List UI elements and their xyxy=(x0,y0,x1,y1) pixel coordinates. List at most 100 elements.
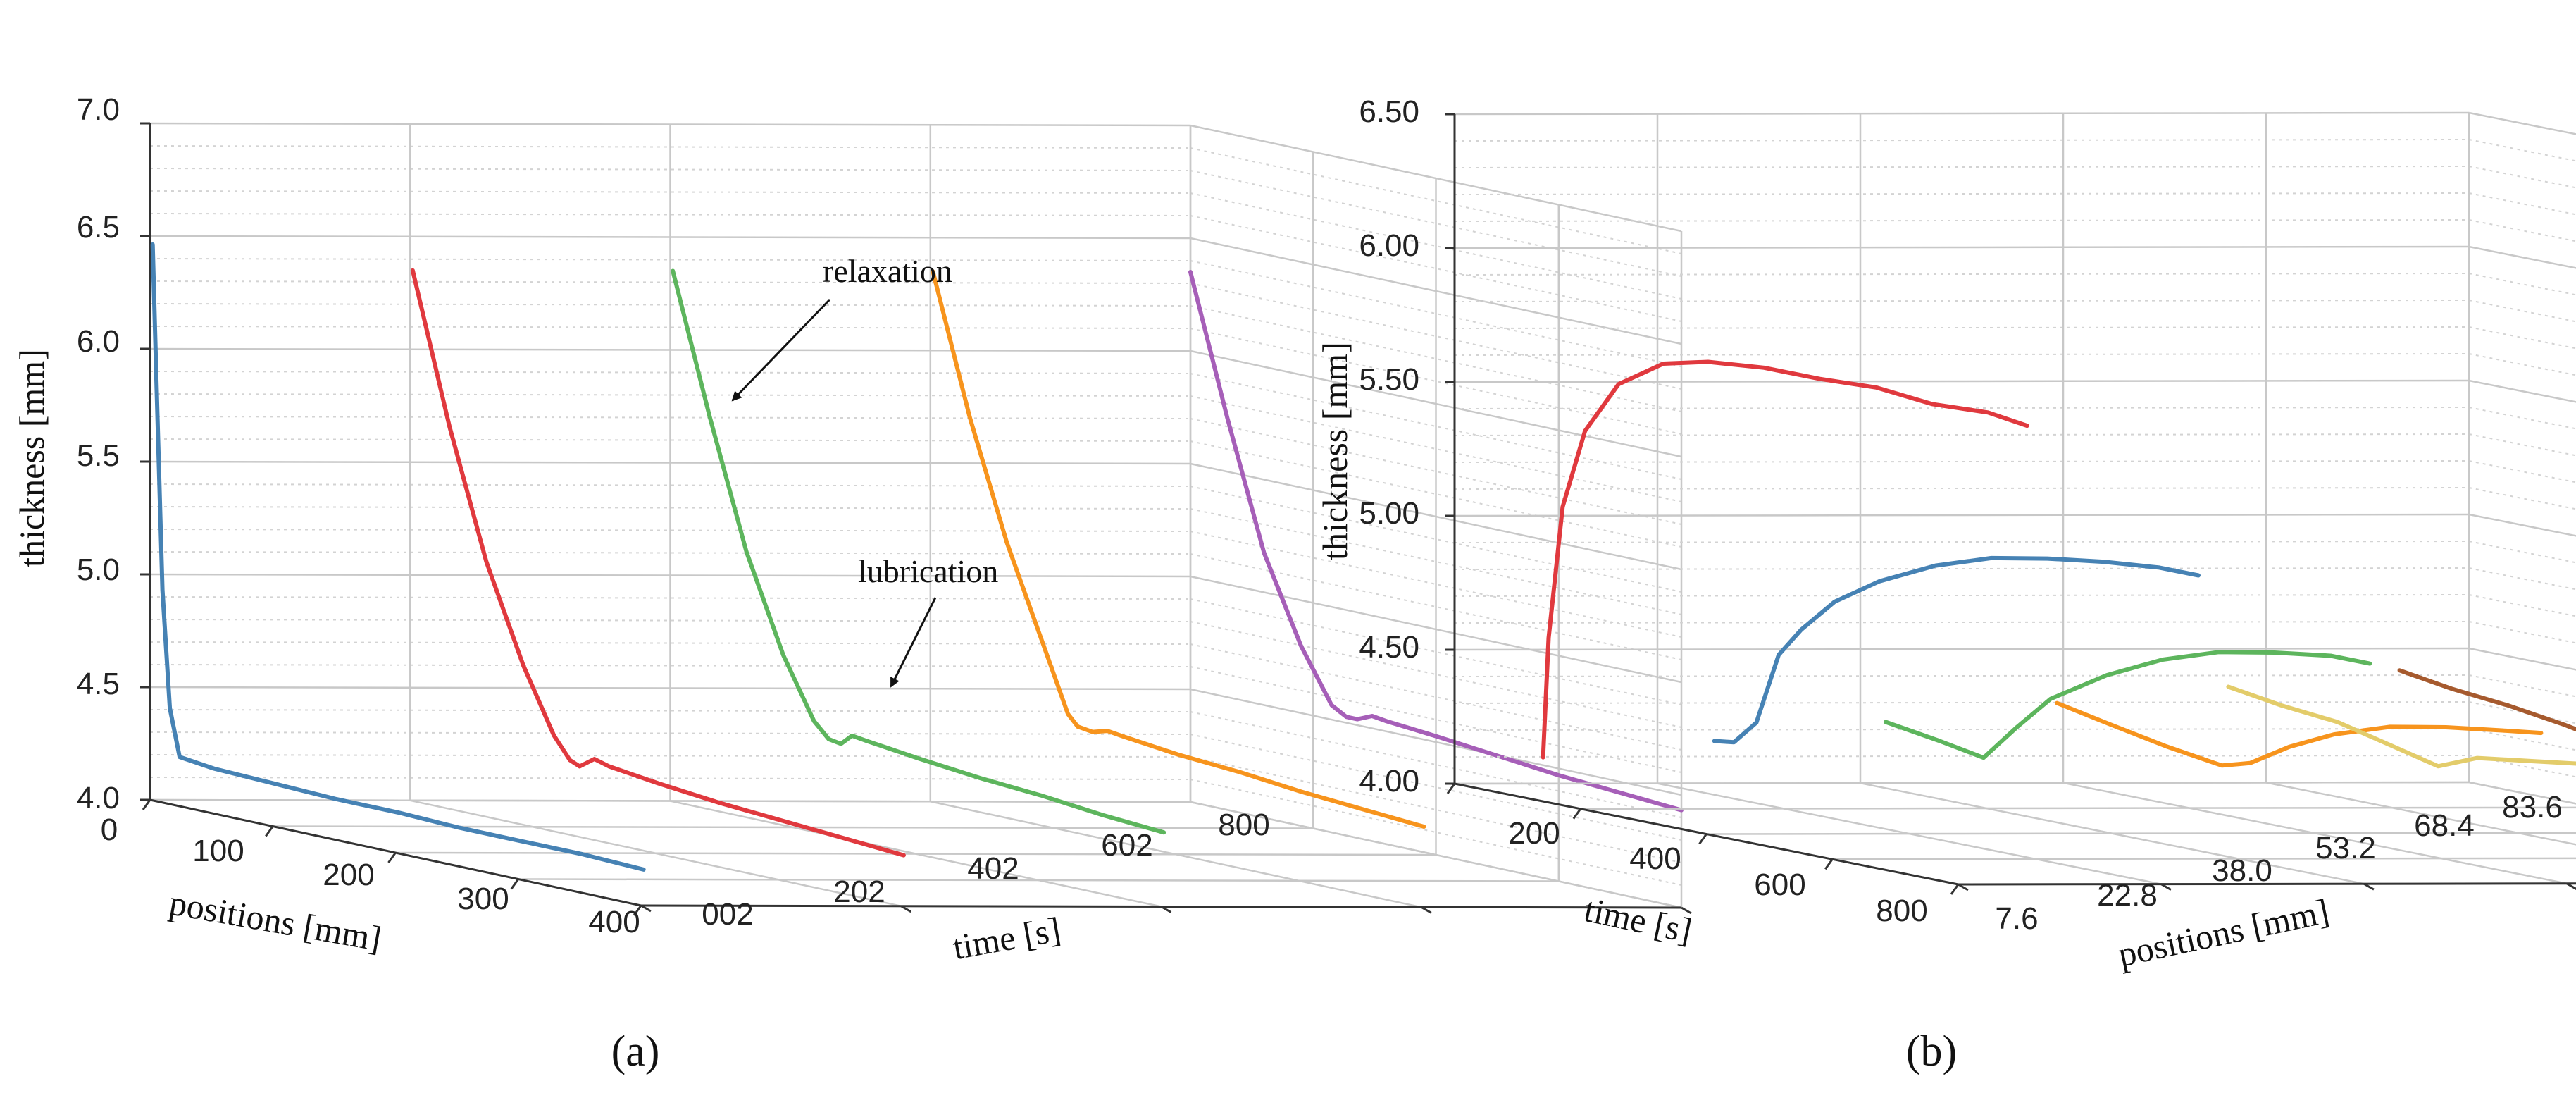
panel-a-grid xyxy=(149,122,1683,909)
grid-line xyxy=(149,371,1191,374)
grid-line xyxy=(1454,487,2470,490)
grid-line xyxy=(1454,166,2470,168)
grid-line xyxy=(1657,782,2162,885)
b-ytick-label: 7.6 xyxy=(1995,901,2038,936)
grid-line xyxy=(1454,300,2470,302)
b-xtick-label: 200 xyxy=(1508,816,1560,851)
grid-line xyxy=(149,145,1191,149)
v-tick xyxy=(2566,882,2576,890)
grid-line xyxy=(1454,781,2470,785)
grid-line xyxy=(1454,379,2470,383)
annotation-relaxation-arrow xyxy=(731,298,831,402)
v-tick xyxy=(1421,906,1432,914)
grid-line xyxy=(2468,166,2576,189)
u-tick xyxy=(510,878,520,890)
a-ztick-label: 4.0 xyxy=(77,781,120,815)
b-xtick-label: 600 xyxy=(1754,868,1805,902)
grid-line xyxy=(149,190,1191,194)
grid-line xyxy=(1860,782,2365,885)
a-ytick-label: 602 xyxy=(1101,828,1152,863)
series-line-6 xyxy=(2397,668,2576,732)
grid-line xyxy=(1190,801,1682,909)
grid-line xyxy=(1832,857,2576,860)
grid-line xyxy=(1706,832,2576,835)
panel-a-xticks: 0 100 200 300 400 xyxy=(101,813,640,939)
grid-line xyxy=(2468,513,2576,537)
u-tick xyxy=(1824,858,1834,870)
grid-line xyxy=(2468,192,2576,216)
grid-line xyxy=(149,258,1191,261)
grid-line xyxy=(1454,755,2470,758)
grid-line xyxy=(1454,219,2470,222)
a-ztick-label: 5.5 xyxy=(77,438,120,473)
grid-line xyxy=(149,303,1191,307)
grid-line xyxy=(2468,407,2576,430)
grid-line xyxy=(149,664,1191,667)
grid-line xyxy=(1454,513,2470,517)
panel-b-zticks: 4.00 4.50 5.00 5.50 6.00 6.50 xyxy=(1359,94,1419,798)
a-ztick-label: 4.5 xyxy=(77,667,120,701)
u-tick xyxy=(387,852,397,863)
grid-line xyxy=(2468,460,2576,483)
grid-line xyxy=(149,596,1191,600)
grid-line xyxy=(2468,219,2576,242)
grid-line xyxy=(2468,621,2576,644)
u-tick xyxy=(1572,808,1582,820)
grid-line xyxy=(149,619,1191,622)
annotation-lubrication: lubrication xyxy=(858,553,998,589)
grid-line xyxy=(1454,192,2470,195)
b-xtick-label: 800 xyxy=(1876,894,1927,928)
panel-b-yticks: 7.6 22.8 38.0 53.2 68.4 83.6 xyxy=(1995,790,2562,936)
u-tick xyxy=(265,825,274,837)
panel-b-axes xyxy=(1445,113,2576,895)
grid-line xyxy=(1580,806,2576,810)
grid-line xyxy=(149,551,1191,555)
panel-b-label: (b) xyxy=(1906,1027,1957,1075)
grid-line xyxy=(2468,273,2576,296)
panel-b: 4.00 4.50 5.00 5.50 6.00 6.50 200 400 60… xyxy=(1315,94,2576,1075)
series-line-4 xyxy=(2055,700,2544,768)
grid-line xyxy=(149,641,1191,645)
grid-line xyxy=(2468,755,2576,778)
a-xtick-label: 100 xyxy=(192,834,244,868)
grid-line xyxy=(2468,728,2576,751)
b-xtick-label: 400 xyxy=(1629,841,1681,876)
series-line-4 xyxy=(931,269,1426,829)
b-ytick-label: 68.4 xyxy=(2414,808,2475,843)
grid-line xyxy=(2468,353,2576,376)
grid-line xyxy=(1454,111,2470,116)
b-ztick-label: 4.00 xyxy=(1359,764,1419,798)
grid-line xyxy=(2468,245,2576,269)
a-xtick-label: 300 xyxy=(457,882,509,916)
grid-line xyxy=(1454,567,2470,570)
a-ytick-label: 002 xyxy=(702,897,753,932)
v-tick xyxy=(1160,906,1172,913)
grid-line xyxy=(149,754,1191,758)
grid-line xyxy=(930,801,1422,908)
grid-line xyxy=(1454,701,2470,704)
b-ytick-label: 83.6 xyxy=(2502,790,2563,825)
a-ztick-label: 7.0 xyxy=(77,92,120,127)
grid-line xyxy=(2468,487,2576,510)
grid-line xyxy=(1454,621,2470,624)
grid-line xyxy=(2468,781,2576,805)
panel-b-xticks: 200 400 600 800 xyxy=(1508,816,1927,928)
b-ztick-label: 4.50 xyxy=(1359,630,1419,665)
grid-line xyxy=(2468,433,2576,457)
panel-a: 4.0 4.5 5.0 5.5 6.0 6.5 7.0 0 100 200 30… xyxy=(12,92,1692,1075)
b-ztick-label: 6.00 xyxy=(1359,228,1419,263)
grid-line xyxy=(149,416,1191,419)
grid-line xyxy=(2468,567,2576,591)
series-line-2 xyxy=(1712,555,2201,745)
grid-line xyxy=(149,777,1191,780)
a-ztick-label: 5.0 xyxy=(77,552,120,587)
grid-line xyxy=(2468,594,2576,617)
panel-a-series xyxy=(150,242,1684,872)
grid-line xyxy=(2468,647,2576,671)
panel-a-zticks: 4.0 4.5 5.0 5.5 6.0 6.5 7.0 xyxy=(77,92,120,815)
grid-line xyxy=(149,438,1191,442)
grid-line xyxy=(1454,674,2470,677)
grid-line xyxy=(149,483,1191,487)
grid-line xyxy=(2265,782,2576,846)
grid-line xyxy=(2468,674,2576,698)
